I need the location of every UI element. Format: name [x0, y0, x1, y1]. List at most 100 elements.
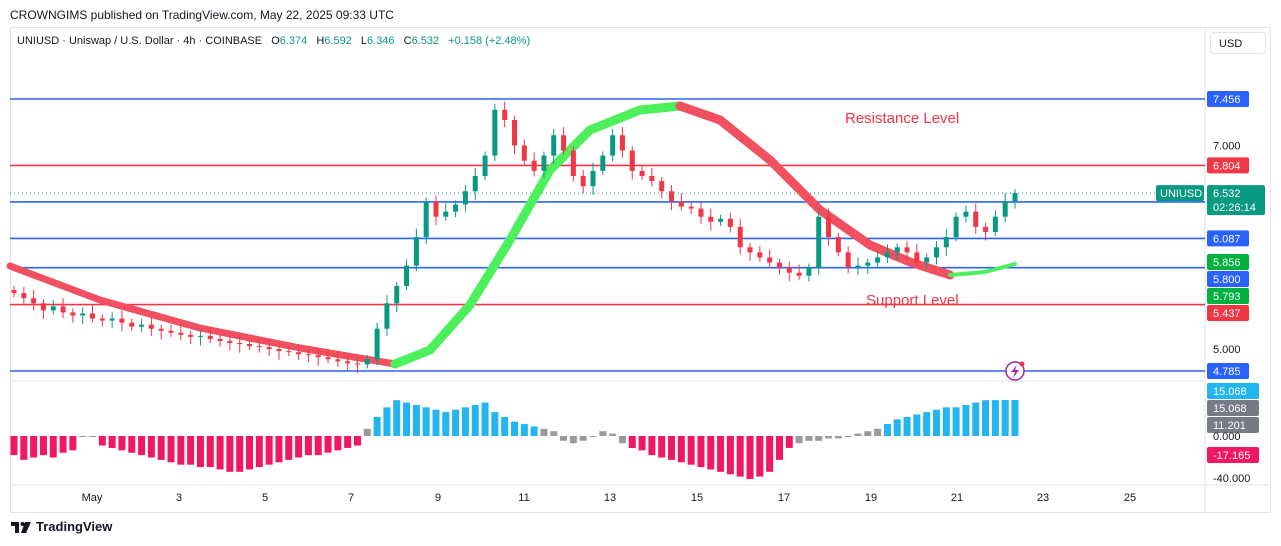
candle-body: [413, 237, 419, 266]
candle-body: [541, 155, 547, 171]
oscillator-bar: [638, 436, 646, 451]
candle-body: [512, 119, 517, 146]
candle-body: [914, 252, 920, 263]
oscillator-bar: [246, 436, 254, 470]
candle-body: [168, 330, 174, 333]
candle-body: [924, 257, 930, 263]
trend-band-red-1: [6, 262, 399, 368]
candle-body: [845, 252, 851, 268]
oscillator-bar: [854, 433, 862, 436]
oscillator-bar: [972, 402, 980, 436]
oscillator-bar: [589, 436, 597, 437]
price-label-3: 6.087: [1213, 233, 1241, 245]
flash-icon-bolt: [1011, 365, 1019, 378]
time-tick-label: 25: [1124, 492, 1136, 504]
candle-body: [374, 328, 380, 360]
candle-body: [884, 252, 890, 258]
oscillator-bar: [167, 436, 175, 463]
candle-body: [688, 206, 694, 209]
candle-body: [50, 306, 56, 311]
change-value: +0.158 (+2.48%): [448, 35, 531, 47]
osc-label: 11.201: [1213, 420, 1246, 432]
oscillator-bar: [30, 436, 38, 458]
oscillator-bar: [118, 436, 126, 451]
oscillator-bar: [393, 400, 401, 436]
candle-body: [1012, 193, 1018, 202]
oscillator-bar: [520, 424, 528, 436]
oscillator-bar: [1001, 400, 1009, 436]
candle-body: [335, 359, 341, 362]
oscillator-bar: [353, 436, 361, 446]
oscillator-bar: [59, 436, 67, 453]
current-price-bg: [1207, 185, 1265, 216]
oscillator-bar: [893, 419, 901, 436]
candle-body: [816, 216, 822, 268]
price-label-7-bg: [1207, 305, 1249, 321]
oscillator-bar: [334, 436, 342, 451]
oscillator-bar: [736, 436, 744, 477]
price-label-7: 5.437: [1213, 308, 1241, 320]
oscillator-bar: [560, 436, 568, 441]
candle-body: [806, 267, 812, 276]
osc-label-bg: [1207, 447, 1259, 463]
time-tick-label: 9: [435, 492, 441, 504]
open-key: O: [271, 35, 280, 47]
candle-body: [865, 262, 871, 266]
low-value: 6.346: [367, 35, 395, 47]
candle-body: [394, 285, 400, 304]
oscillator-bar: [422, 407, 430, 436]
oscillator-bar: [550, 431, 558, 436]
oscillator-bar: [785, 436, 793, 448]
oscillator-bar: [344, 436, 352, 448]
oscillator-bar: [432, 409, 440, 436]
oscillator-bar: [805, 436, 813, 441]
oscillator-bar: [1011, 400, 1019, 436]
candle-body: [953, 216, 959, 238]
price-label-4-bg: [1207, 254, 1249, 270]
currency-button[interactable]: USD: [1210, 32, 1266, 54]
candle-body: [786, 267, 792, 273]
oscillator-bar: [403, 402, 411, 436]
time-tick-label: 3: [176, 492, 182, 504]
oscillator-bar: [952, 407, 960, 436]
candle-body: [286, 351, 292, 353]
tradingview-logo-icon: [11, 521, 31, 533]
oscillator-bar: [844, 436, 852, 437]
oscillator-bar: [677, 436, 685, 463]
osc-label: 15.068: [1213, 386, 1247, 398]
candle-body: [943, 237, 949, 248]
tradingview-footer[interactable]: TradingView: [10, 519, 112, 534]
price-tick-label: 7.000: [1213, 140, 1241, 152]
candle-body: [80, 313, 86, 316]
oscillator-bar: [304, 436, 312, 456]
oscillator-bar: [157, 436, 165, 460]
candle-body: [875, 257, 881, 263]
symbol-title: UNIUSD · Uniswap / U.S. Dollar · 4h · CO…: [17, 35, 263, 47]
price-label-5: 5.800: [1213, 274, 1241, 286]
oscillator-bar: [138, 436, 146, 456]
candle-body: [453, 204, 459, 212]
candle-body: [629, 150, 635, 171]
oscillator-bar: [775, 436, 783, 460]
candle-body: [796, 272, 802, 276]
candle-body: [266, 347, 272, 350]
oscillator-bar: [923, 412, 931, 436]
price-label-5-bg: [1207, 271, 1249, 287]
candle-body: [551, 135, 557, 156]
candle-body: [492, 109, 498, 156]
candle-body: [776, 262, 782, 268]
candle-body: [973, 211, 979, 227]
candle-body: [531, 160, 537, 171]
time-tick-label: 5: [262, 492, 268, 504]
oscillator-bar: [314, 436, 322, 456]
oscillator-bar: [903, 416, 911, 436]
candle-body: [139, 324, 145, 327]
candle-body: [561, 135, 567, 151]
candle-body: [60, 306, 66, 313]
oscillator-bar: [834, 436, 842, 439]
candle-body: [580, 175, 586, 187]
flash-icon: [1005, 361, 1025, 381]
candle-body: [482, 155, 488, 176]
candle-body: [963, 211, 969, 217]
